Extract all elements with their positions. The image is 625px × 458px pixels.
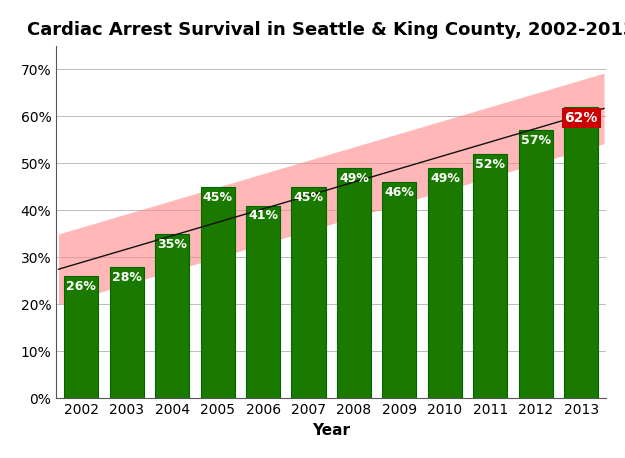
Title: Cardiac Arrest Survival in Seattle & King County, 2002-2013: Cardiac Arrest Survival in Seattle & Kin… (27, 21, 625, 38)
Text: 28%: 28% (112, 271, 142, 284)
Bar (564, 107, 598, 398)
Text: 49%: 49% (430, 172, 460, 185)
Text: 45%: 45% (294, 191, 324, 204)
Text: 45%: 45% (202, 191, 232, 204)
Text: 49%: 49% (339, 172, 369, 185)
Text: 62%: 62% (564, 111, 598, 125)
Bar (519, 131, 553, 398)
Text: 46%: 46% (384, 186, 414, 199)
Bar (473, 154, 508, 398)
Text: 52%: 52% (476, 158, 506, 171)
Bar (291, 187, 326, 398)
X-axis label: Year: Year (312, 423, 350, 438)
Bar (246, 206, 280, 398)
Bar (382, 182, 416, 398)
Text: 57%: 57% (521, 134, 551, 147)
Bar (64, 276, 98, 398)
Bar (201, 187, 234, 398)
Bar (155, 234, 189, 398)
Text: 26%: 26% (66, 280, 96, 293)
Text: 35%: 35% (158, 238, 187, 251)
Text: 41%: 41% (248, 209, 278, 223)
Bar (109, 267, 144, 398)
Bar (428, 168, 462, 398)
Bar (337, 168, 371, 398)
